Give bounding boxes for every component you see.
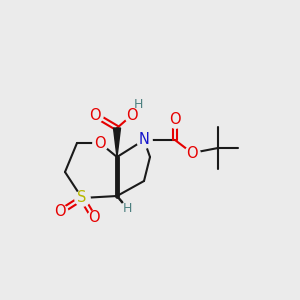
Text: H: H — [133, 98, 143, 112]
Text: O: O — [169, 112, 181, 128]
Text: O: O — [54, 205, 66, 220]
Text: S: S — [77, 190, 87, 206]
Text: N: N — [139, 133, 149, 148]
Polygon shape — [113, 128, 121, 157]
Text: H: H — [122, 202, 132, 214]
Text: O: O — [126, 107, 138, 122]
Text: O: O — [89, 107, 101, 122]
Text: O: O — [186, 146, 198, 160]
Text: O: O — [94, 136, 106, 151]
Text: O: O — [88, 211, 100, 226]
